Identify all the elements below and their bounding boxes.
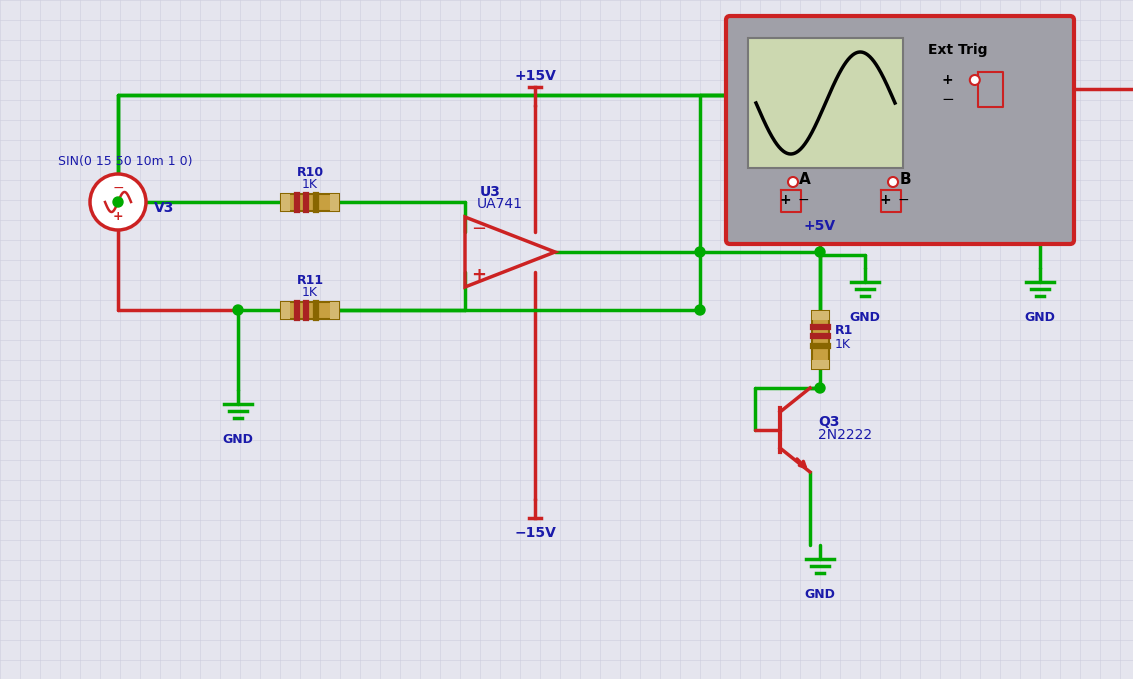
Text: −: − (471, 220, 486, 238)
Text: R1: R1 (835, 323, 853, 337)
Bar (811, 311, 828, 369)
Bar (330, 301, 339, 318)
FancyBboxPatch shape (726, 16, 1074, 244)
Text: −: − (112, 181, 123, 195)
Bar (281, 194, 290, 210)
Text: +: + (112, 210, 123, 223)
Text: +: + (780, 193, 791, 207)
Text: +5V: +5V (804, 219, 836, 233)
Bar (330, 194, 339, 210)
Bar (748, 38, 903, 168)
Text: 1K: 1K (835, 337, 851, 350)
Circle shape (113, 197, 123, 207)
Circle shape (90, 174, 146, 230)
Text: +: + (942, 73, 954, 87)
Text: Ext Trig: Ext Trig (928, 43, 988, 57)
Text: −: − (942, 92, 954, 107)
Bar (811, 311, 828, 320)
Text: U3: U3 (479, 185, 501, 199)
Text: 1K: 1K (303, 177, 318, 191)
Text: UA741: UA741 (477, 197, 523, 211)
Text: −15V: −15V (514, 526, 556, 540)
Text: SIN(0 15 50 10m 1 0): SIN(0 15 50 10m 1 0) (58, 155, 193, 168)
Circle shape (695, 247, 705, 257)
Bar (811, 360, 828, 369)
Circle shape (888, 177, 898, 187)
Text: B: B (900, 172, 911, 187)
Text: GND: GND (804, 588, 835, 601)
Circle shape (815, 247, 825, 257)
Bar (281, 194, 339, 210)
Text: GND: GND (1024, 311, 1056, 324)
Text: R11: R11 (297, 274, 324, 287)
Circle shape (787, 177, 798, 187)
Text: R10: R10 (297, 166, 324, 179)
Text: V3: V3 (154, 201, 174, 215)
Text: −: − (897, 193, 909, 207)
Circle shape (233, 305, 242, 315)
Circle shape (815, 383, 825, 393)
Text: A: A (799, 172, 811, 187)
Text: +15V: +15V (514, 69, 556, 83)
Text: GND: GND (222, 433, 254, 446)
Text: Q3: Q3 (818, 415, 840, 429)
Text: GND: GND (850, 311, 880, 324)
Circle shape (970, 75, 980, 85)
Circle shape (695, 305, 705, 315)
Text: +: + (879, 193, 891, 207)
Bar (281, 301, 339, 318)
Text: 1K: 1K (303, 285, 318, 299)
Text: +: + (471, 266, 486, 284)
Text: 2N2222: 2N2222 (818, 428, 872, 442)
Bar (281, 301, 290, 318)
Text: −: − (798, 193, 809, 207)
